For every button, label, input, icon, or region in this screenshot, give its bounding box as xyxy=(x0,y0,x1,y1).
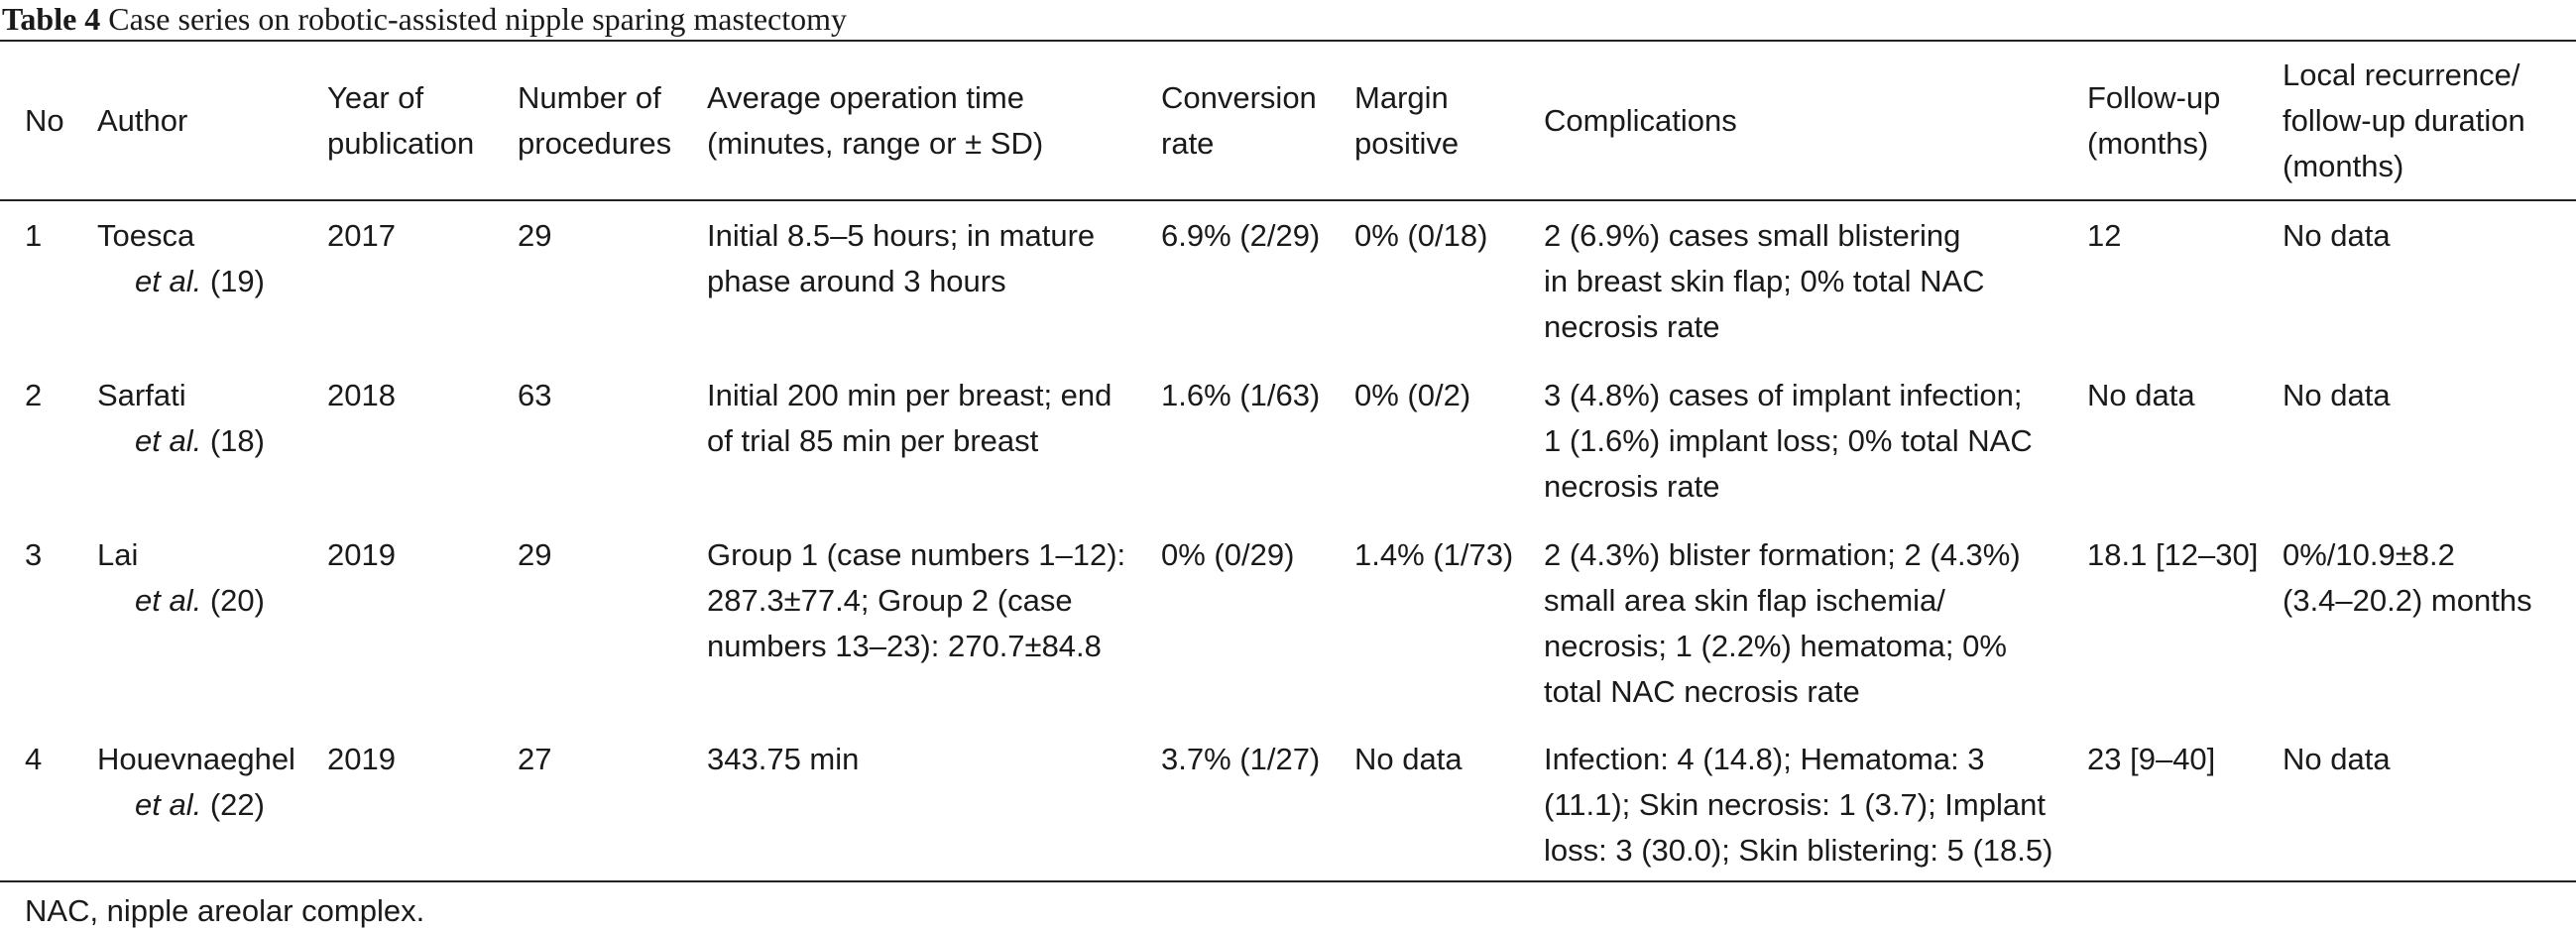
cell-complications: Infection: 4 (14.8); Hematoma: 3 (11.1); … xyxy=(1544,742,2053,868)
cell-conversion: 6.9% (2/29) xyxy=(1161,218,1321,253)
header-no: No xyxy=(25,103,64,138)
header-recurrence: Local recurrence/follow-up duration (mont… xyxy=(2283,58,2525,183)
cell-year: 2017 xyxy=(327,218,396,253)
header-complications: Complications xyxy=(1544,103,1737,138)
table-caption-label: Table 4 xyxy=(2,1,101,37)
table-bottom-rule xyxy=(0,880,2576,882)
cell-no: 1 xyxy=(25,218,43,253)
cell-recurrence: No data xyxy=(2283,218,2391,253)
cell-complications: 2 (4.3%) blister formation; 2 (4.3%) smal… xyxy=(1544,537,2021,709)
cell-followup: 12 xyxy=(2087,218,2122,253)
cell-conversion: 1.6% (1/63) xyxy=(1161,378,1321,412)
header-followup: Follow-up (months) xyxy=(2087,80,2221,161)
cell-number: 29 xyxy=(518,537,552,572)
header-margin: Margin positive xyxy=(1354,80,1460,161)
header-optime: Average operation time (minutes, range or… xyxy=(707,80,1044,161)
cell-number: 27 xyxy=(518,742,552,776)
cell-complications: 2 (6.9%) cases small blistering in breast… xyxy=(1544,218,1985,344)
cell-year: 2019 xyxy=(327,537,396,572)
table-header-rule xyxy=(0,199,2576,201)
table-caption: Table 4 Case series on robotic-assisted … xyxy=(2,0,847,38)
cell-no: 2 xyxy=(25,378,43,412)
cell-number: 63 xyxy=(518,378,552,412)
cell-number: 29 xyxy=(518,218,552,253)
cell-no: 3 xyxy=(25,537,43,572)
cell-no: 4 xyxy=(25,742,43,776)
cell-year: 2019 xyxy=(327,742,396,776)
cell-margin: 0% (0/2) xyxy=(1354,378,1471,412)
header-author: Author xyxy=(97,103,188,138)
cell-margin: 0% (0/18) xyxy=(1354,218,1488,253)
header-number: Number of procedures xyxy=(518,80,672,161)
table-footnote: NAC, nipple areolar complex. xyxy=(25,893,425,928)
cell-author: Toesca et al. (19) xyxy=(97,218,265,298)
cell-recurrence: No data xyxy=(2283,742,2391,776)
cell-conversion: 0% (0/29) xyxy=(1161,537,1295,572)
cell-recurrence: No data xyxy=(2283,378,2391,412)
table-caption-title: Case series on robotic-assisted nipple s… xyxy=(108,1,848,37)
cell-optime: Group 1 (case numbers 1–12): 287.3±77.4; … xyxy=(707,537,1126,663)
cell-recurrence: 0%/10.9±8.2 (3.4–20.2) months xyxy=(2283,537,2532,618)
cell-complications: 3 (4.8%) cases of implant infection; 1 (1… xyxy=(1544,378,2033,504)
cell-conversion: 3.7% (1/27) xyxy=(1161,742,1321,776)
cell-year: 2018 xyxy=(327,378,396,412)
cell-margin: 1.4% (1/73) xyxy=(1354,537,1514,572)
header-year: Year of publication xyxy=(327,80,475,161)
table-top-rule xyxy=(0,40,2576,42)
cell-author: Houevnaeghel et al. (22) xyxy=(97,742,295,822)
cell-followup: 23 [9–40] xyxy=(2087,742,2216,776)
cell-author: Lai et al. (20) xyxy=(97,537,265,618)
cell-followup: No data xyxy=(2087,378,2195,412)
cell-followup: 18.1 [12–30] xyxy=(2087,537,2259,572)
cell-margin: No data xyxy=(1354,742,1463,776)
cell-optime: Initial 200 min per breast; end of trial … xyxy=(707,378,1112,458)
cell-optime: Initial 8.5–5 hours; in mature phase arou… xyxy=(707,218,1096,298)
cell-author: Sarfati et al. (18) xyxy=(97,378,265,458)
header-conversion: Conversion rate xyxy=(1161,80,1317,161)
cell-optime: 343.75 min xyxy=(707,742,860,776)
